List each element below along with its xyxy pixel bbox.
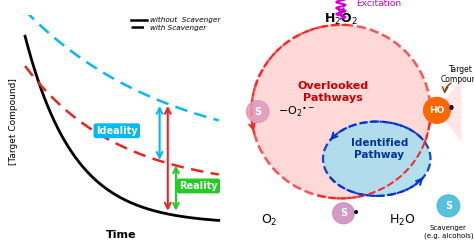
Text: O$_2$: O$_2$ — [261, 213, 277, 228]
Polygon shape — [437, 79, 461, 141]
Text: Target
Compound: Target Compound — [440, 65, 474, 84]
Circle shape — [333, 203, 354, 224]
Text: S: S — [340, 208, 347, 218]
Text: S: S — [254, 107, 261, 117]
Text: Identified
Pathway: Identified Pathway — [351, 138, 408, 160]
Ellipse shape — [323, 122, 430, 196]
Text: Ideality: Ideality — [96, 126, 137, 136]
Text: $-$O$_2$$^{\bullet -}$: $-$O$_2$$^{\bullet -}$ — [278, 104, 316, 119]
Circle shape — [246, 101, 269, 123]
Circle shape — [251, 25, 430, 198]
Text: Excitation: Excitation — [356, 0, 401, 8]
Circle shape — [437, 195, 460, 217]
Text: Reality: Reality — [179, 181, 218, 191]
Text: •: • — [447, 102, 456, 117]
Text: Scavenger
(e.g. alcohols): Scavenger (e.g. alcohols) — [424, 225, 473, 239]
Text: H$_2$O$_2$: H$_2$O$_2$ — [324, 12, 358, 27]
Text: Overlooked
Pathways: Overlooked Pathways — [298, 81, 369, 103]
Text: S: S — [445, 201, 452, 211]
Text: HO: HO — [429, 106, 445, 115]
Text: H$_2$O: H$_2$O — [389, 213, 416, 228]
Legend: without  Scavenger, with Scavenger: without Scavenger, with Scavenger — [128, 14, 223, 34]
Circle shape — [424, 97, 450, 123]
Y-axis label: [Target Compound]: [Target Compound] — [9, 78, 18, 165]
Text: •: • — [352, 206, 360, 220]
X-axis label: Time: Time — [106, 230, 136, 240]
